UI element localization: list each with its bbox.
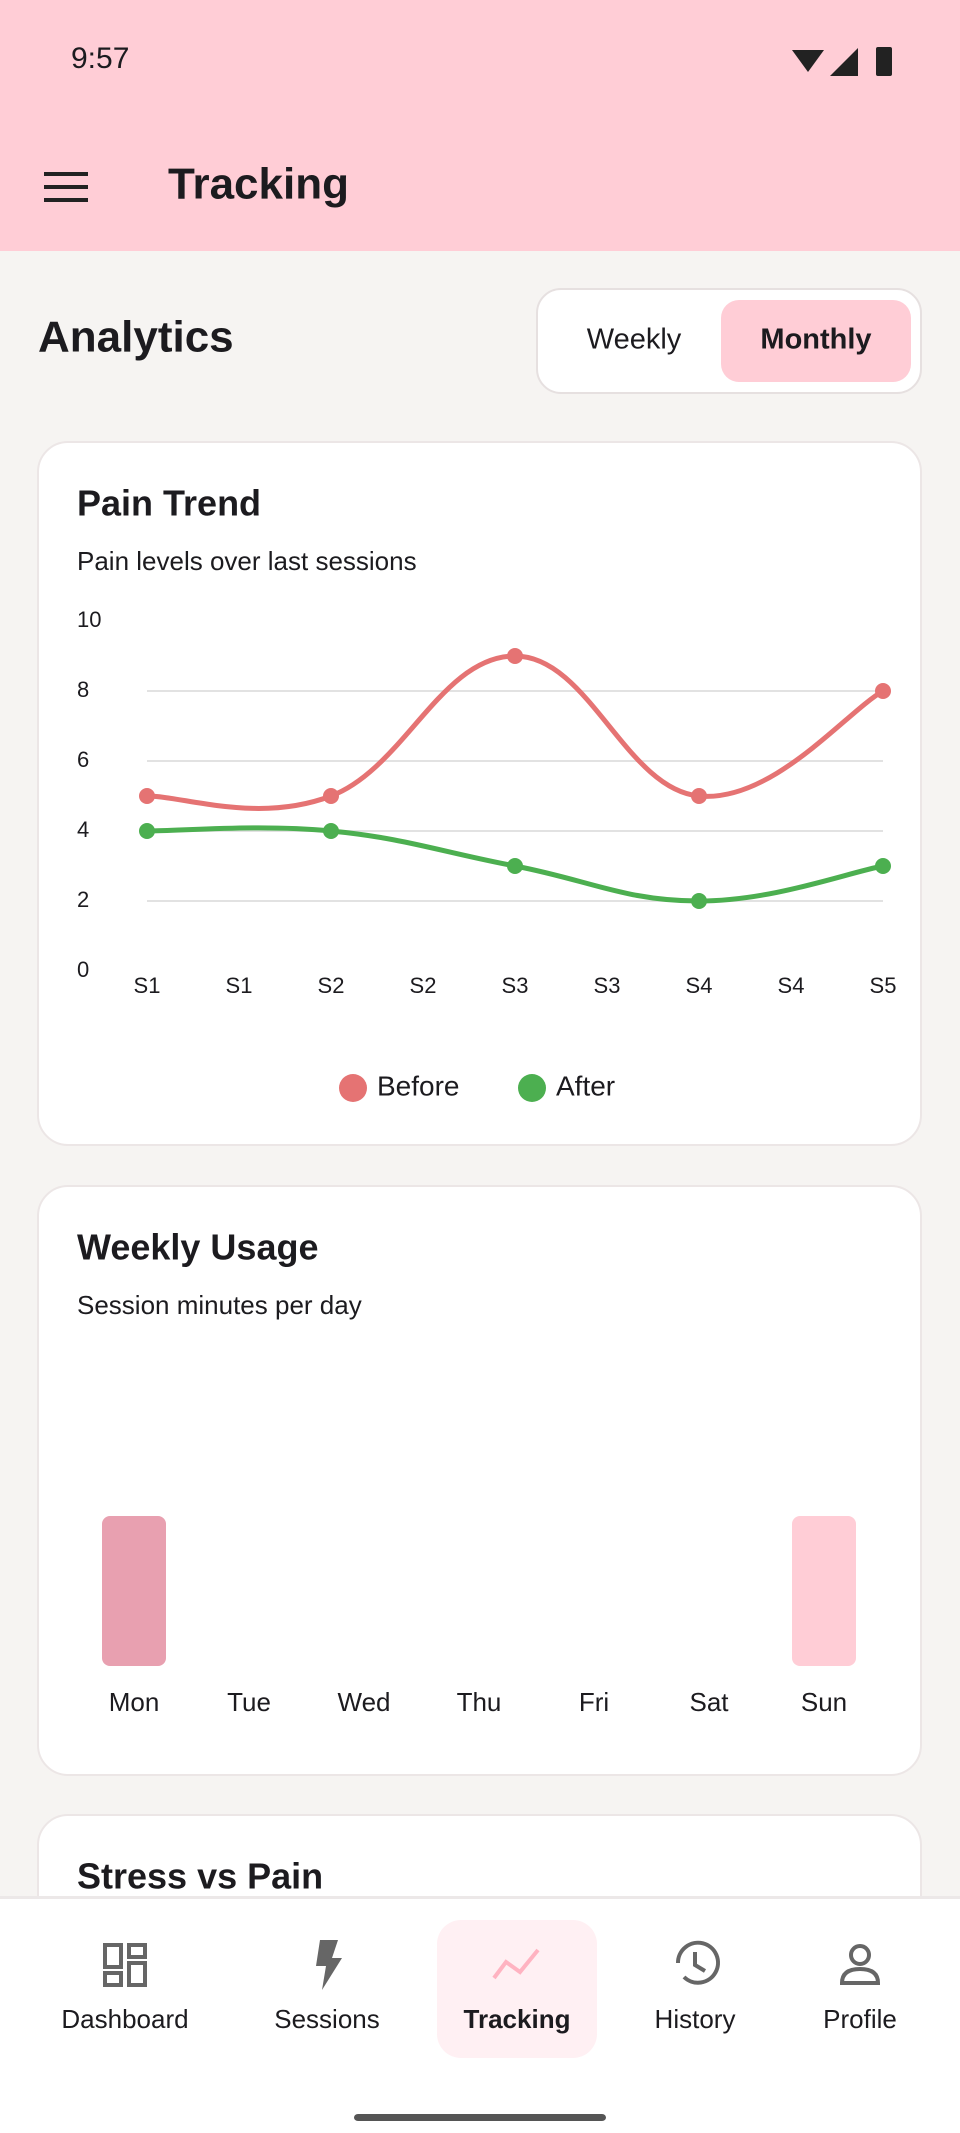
card-title: Weekly Usage bbox=[77, 1227, 318, 1268]
bar bbox=[102, 1516, 166, 1666]
nav-label[interactable]: Dashboard bbox=[61, 2004, 188, 2034]
card-title: Stress vs Pain bbox=[77, 1856, 323, 1897]
x-tick-label: Fri bbox=[579, 1687, 609, 1717]
point bbox=[691, 893, 707, 909]
nav-label[interactable]: Tracking bbox=[464, 2004, 571, 2034]
point bbox=[323, 823, 339, 839]
nav-label[interactable]: Sessions bbox=[274, 2004, 380, 2034]
point bbox=[139, 823, 155, 839]
y-tick-label: 8 bbox=[77, 677, 89, 702]
profile-icon bbox=[839, 1944, 881, 1985]
x-tick-label: Sun bbox=[801, 1687, 847, 1717]
dashboard-icon bbox=[103, 1943, 147, 1987]
y-tick-label: 4 bbox=[77, 817, 89, 842]
menu-button[interactable] bbox=[44, 172, 88, 202]
tab-selected bbox=[721, 300, 911, 382]
app-title: Tracking bbox=[168, 160, 349, 209]
x-tick-label: S2 bbox=[410, 973, 437, 998]
point bbox=[691, 788, 707, 804]
legend-label: After bbox=[556, 1070, 615, 1101]
y-tick-label: 0 bbox=[77, 957, 89, 982]
point bbox=[139, 788, 155, 804]
status-icons bbox=[792, 47, 892, 76]
tracking-icon bbox=[492, 1948, 540, 1980]
x-tick-label: S1 bbox=[134, 973, 161, 998]
y-tick-label: 6 bbox=[77, 747, 89, 772]
x-tick-label: S1 bbox=[226, 973, 253, 998]
point bbox=[875, 858, 891, 874]
tab[interactable]: Monthly bbox=[760, 324, 871, 356]
legend-marker bbox=[518, 1074, 546, 1102]
point bbox=[507, 858, 523, 874]
point bbox=[507, 648, 523, 664]
card bbox=[37, 1185, 922, 1776]
sessions-icon bbox=[316, 1940, 342, 1990]
x-tick-label: S4 bbox=[778, 973, 805, 998]
card-subtitle: Session minutes per day bbox=[77, 1290, 362, 1320]
x-tick-label: Tue bbox=[227, 1687, 271, 1717]
bar bbox=[792, 1516, 856, 1666]
y-tick-label: 2 bbox=[77, 887, 89, 912]
status-time: 9:57 bbox=[71, 42, 129, 75]
card-subtitle: Pain levels over last sessions bbox=[77, 546, 417, 576]
y-tick-label: 10 bbox=[77, 607, 101, 632]
card bbox=[37, 441, 922, 1146]
x-tick-label: S5 bbox=[870, 973, 897, 998]
app-bar bbox=[0, 0, 960, 251]
nav-label[interactable]: Profile bbox=[823, 2004, 897, 2034]
nav-icons bbox=[103, 1940, 881, 1990]
card-title: Pain Trend bbox=[77, 483, 261, 524]
x-tick-label: Thu bbox=[457, 1687, 502, 1717]
section-title: Analytics bbox=[38, 313, 234, 362]
nav-selected bbox=[437, 1920, 597, 2058]
home-indicator bbox=[354, 2114, 606, 2121]
legend-marker bbox=[339, 1074, 367, 1102]
x-tick-label: Sat bbox=[689, 1687, 729, 1717]
point bbox=[875, 683, 891, 699]
x-tick-label: S3 bbox=[594, 973, 621, 998]
x-tick-label: Mon bbox=[109, 1687, 160, 1717]
nav-shadow bbox=[0, 1896, 960, 1900]
history-icon bbox=[675, 1940, 720, 1985]
nav-label[interactable]: History bbox=[655, 2004, 736, 2034]
x-tick-label: Wed bbox=[338, 1687, 391, 1717]
x-tick-label: S2 bbox=[318, 973, 345, 998]
tab[interactable]: Weekly bbox=[587, 324, 682, 356]
point bbox=[323, 788, 339, 804]
x-tick-label: S4 bbox=[686, 973, 713, 998]
x-tick-label: S3 bbox=[502, 973, 529, 998]
legend-label: Before bbox=[377, 1070, 460, 1101]
